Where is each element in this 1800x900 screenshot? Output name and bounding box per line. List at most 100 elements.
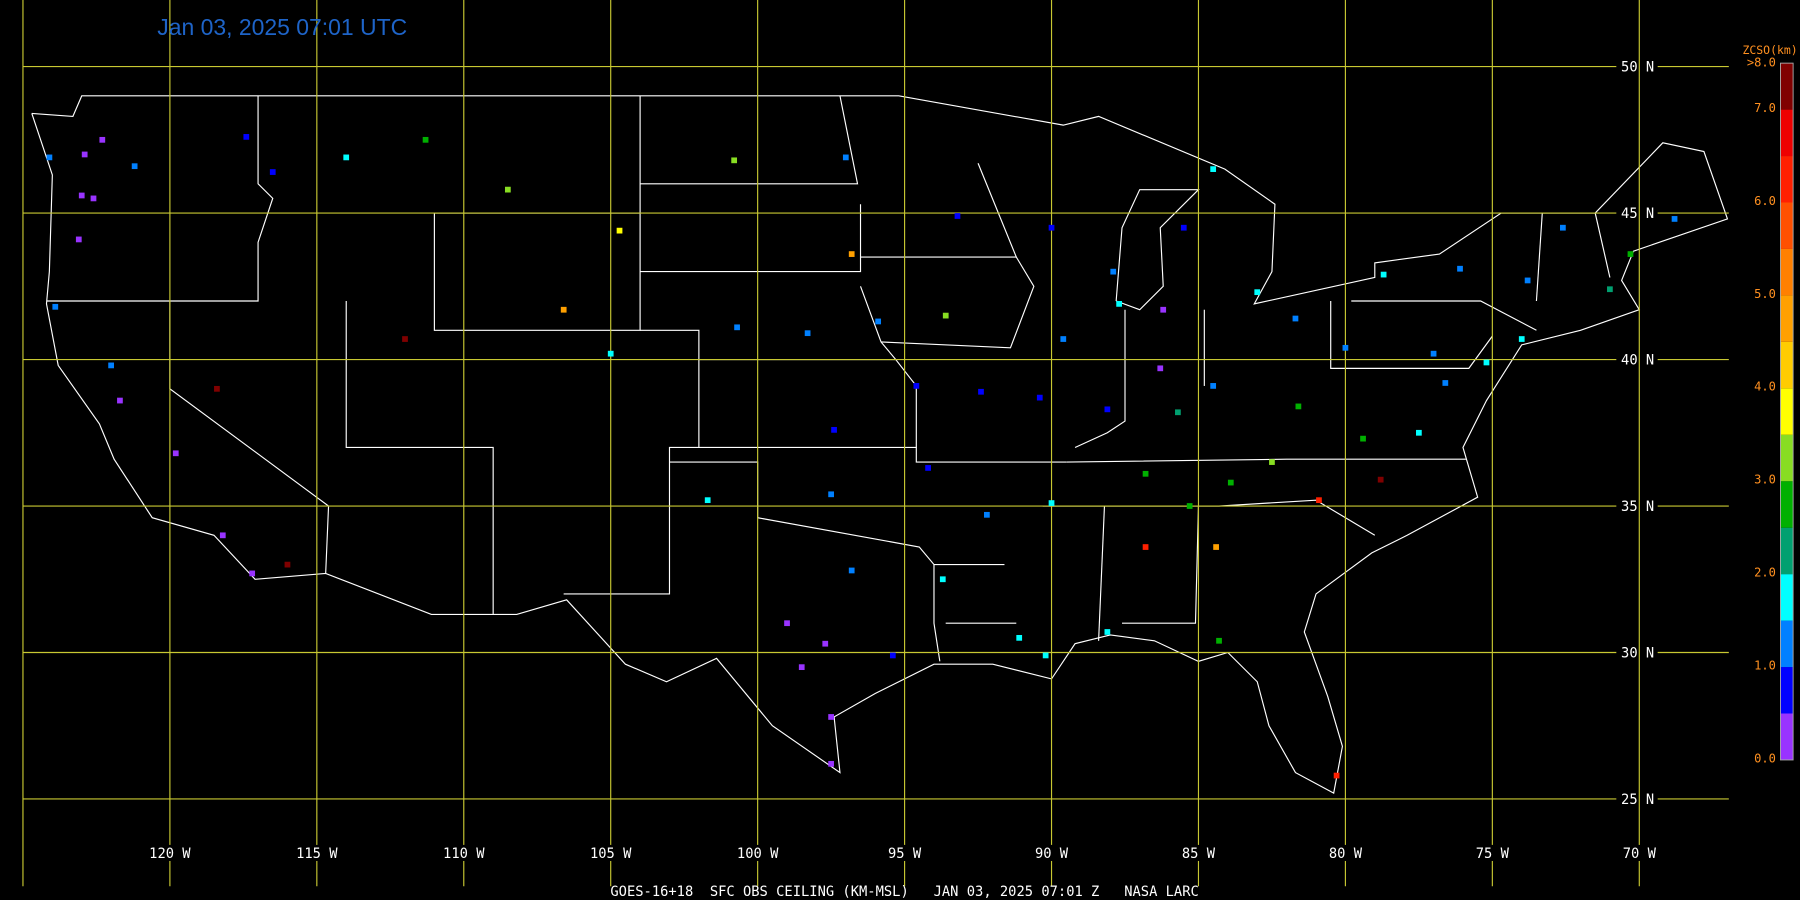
colorbar-bin — [1780, 620, 1794, 668]
colorbar-border — [1780, 62, 1794, 761]
colorbar-bin — [1780, 574, 1794, 621]
station — [1048, 224, 1055, 231]
colorbar-bin — [1780, 63, 1794, 110]
station — [1342, 344, 1349, 351]
station — [784, 620, 790, 627]
station — [1210, 383, 1217, 389]
label-backing — [587, 844, 634, 861]
station — [734, 324, 740, 331]
station — [942, 312, 949, 319]
station — [343, 154, 350, 161]
colorbar-bin — [1780, 667, 1794, 714]
station — [1180, 224, 1187, 231]
station — [1060, 336, 1067, 342]
station — [504, 186, 511, 193]
longitude-label: 75 W — [1476, 846, 1510, 862]
outline — [1330, 300, 1493, 369]
station — [131, 163, 138, 170]
latitude-label: 50 N — [1621, 60, 1654, 76]
station — [607, 350, 614, 357]
outline — [1074, 309, 1126, 448]
station — [798, 664, 805, 671]
colorbar-bin — [1780, 156, 1794, 203]
station — [1416, 429, 1422, 436]
label-backing — [1028, 844, 1075, 861]
station — [219, 532, 226, 539]
station — [939, 576, 946, 583]
station — [1292, 315, 1299, 322]
colorbar-label: 7.0 — [1754, 101, 1776, 115]
station — [1142, 544, 1149, 550]
label-backing — [1616, 844, 1663, 861]
longitude-label: 95 W — [888, 846, 922, 862]
colorbar-label: >8.0 — [1747, 56, 1776, 70]
longitude-label: 110 W — [443, 846, 485, 862]
station — [1016, 634, 1023, 641]
colorbar-bin — [1780, 295, 1794, 342]
latitude-label: 30 N — [1621, 646, 1654, 662]
colorbar-label: 6.0 — [1754, 194, 1776, 208]
station — [875, 318, 882, 325]
outline — [640, 204, 862, 273]
station — [249, 570, 256, 577]
station — [1380, 271, 1387, 278]
outline — [977, 163, 1017, 258]
colorbar-bin — [1780, 434, 1794, 482]
station — [284, 561, 291, 568]
colorbar-bin — [1780, 481, 1794, 528]
outline — [1594, 212, 1611, 278]
station — [1210, 166, 1217, 172]
label-backing — [1322, 844, 1369, 861]
station — [804, 330, 811, 337]
colorbar-bin — [1780, 248, 1794, 296]
station — [1442, 380, 1449, 386]
station — [1483, 359, 1490, 366]
station — [1186, 503, 1193, 509]
station — [1042, 652, 1049, 659]
station — [1104, 406, 1111, 413]
station — [731, 157, 738, 164]
station — [704, 497, 711, 504]
station — [1671, 216, 1678, 222]
station — [269, 169, 276, 175]
label-backing — [1616, 205, 1658, 222]
outline — [860, 256, 1035, 349]
label-backing — [881, 844, 928, 861]
station — [1316, 497, 1322, 504]
colorbar-label: 4.0 — [1754, 380, 1776, 394]
station — [1116, 301, 1122, 307]
station — [1227, 479, 1234, 486]
station — [984, 511, 990, 518]
longitude-label: 70 W — [1623, 846, 1657, 862]
station — [848, 251, 855, 257]
outline — [1066, 458, 1466, 463]
longitude-label: 100 W — [737, 846, 779, 862]
station — [75, 236, 82, 243]
station — [108, 362, 114, 369]
station — [1254, 289, 1261, 296]
station — [1048, 500, 1055, 506]
outline — [31, 95, 1729, 795]
station — [422, 136, 429, 143]
colorbar-bin — [1780, 527, 1794, 575]
label-backing — [1616, 497, 1658, 515]
latitude-label: 45 N — [1621, 206, 1654, 222]
station — [1295, 403, 1302, 410]
stations — [46, 134, 1678, 779]
station — [1360, 435, 1366, 442]
station — [954, 213, 961, 219]
station — [822, 640, 829, 647]
station — [831, 426, 837, 433]
outline — [1098, 505, 1106, 641]
graticule: 50 N 45 N 40 N 35 N 30 N 25 N 120 W 115 W 110 W 1… — [22, 0, 1729, 887]
station — [1160, 306, 1167, 313]
outline — [1115, 189, 1200, 311]
label-backing — [1616, 351, 1658, 368]
colorbar-bin — [1780, 713, 1794, 760]
station — [1430, 350, 1437, 357]
station — [913, 383, 920, 389]
station — [46, 154, 53, 161]
title: Jan 03, 2025 07:01 UTC — [157, 14, 407, 40]
